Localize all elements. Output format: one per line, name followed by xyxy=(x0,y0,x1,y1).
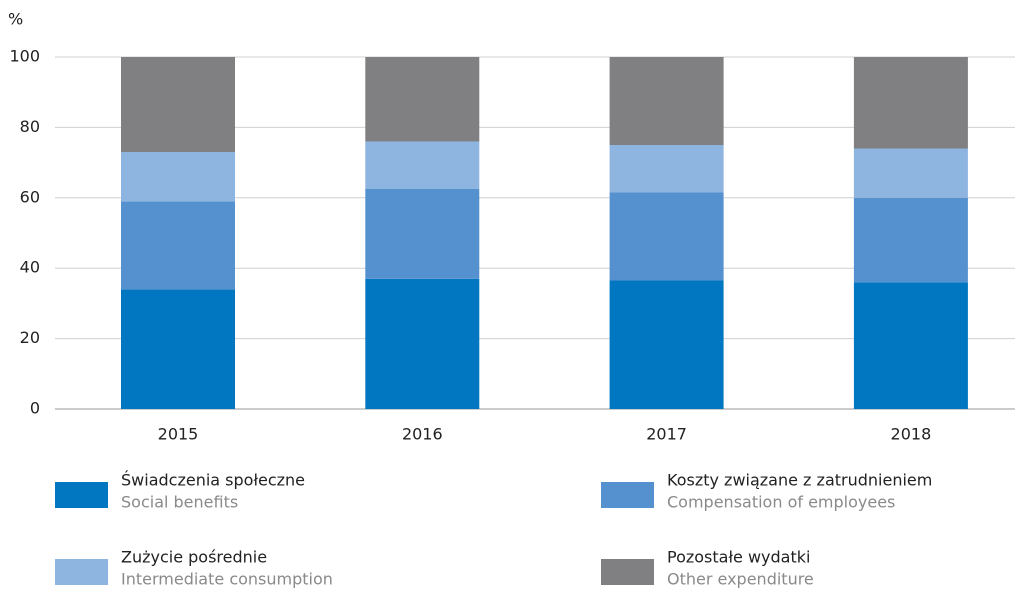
bar-segment xyxy=(609,280,724,409)
bar-segment xyxy=(121,57,235,153)
bar-segment xyxy=(609,145,724,193)
legend-label: Zużycie pośrednie xyxy=(121,548,267,567)
legend-swatch xyxy=(55,559,108,585)
legend-swatch xyxy=(601,482,654,508)
x-tick-label: 2015 xyxy=(158,425,199,444)
legend-label-en: Intermediate consumption xyxy=(121,570,333,589)
bar-segment xyxy=(121,152,235,202)
bar-segment xyxy=(853,57,968,149)
bar-segment xyxy=(853,197,968,283)
bar-segment xyxy=(365,189,480,279)
legend-label-en: Other expenditure xyxy=(667,570,814,589)
x-tick-label: 2016 xyxy=(402,425,443,444)
bar-segment xyxy=(853,282,968,409)
y-tick-label: 80 xyxy=(20,117,40,136)
legend-label: Świadczenia społeczne xyxy=(121,471,305,490)
y-tick-label: 40 xyxy=(20,258,40,277)
legend-label-en: Social benefits xyxy=(121,493,238,512)
legend-label: Pozostałe wydatki xyxy=(667,548,810,567)
bar-segment xyxy=(609,57,724,145)
x-tick-label: 2018 xyxy=(891,425,932,444)
bar-segment xyxy=(365,278,480,409)
y-axis-label: % xyxy=(8,10,23,29)
bar-segment xyxy=(609,192,724,281)
bar-segment xyxy=(365,141,480,189)
x-tick-label: 2017 xyxy=(646,425,687,444)
y-tick-label: 100 xyxy=(9,47,40,66)
legend-label: Koszty związane z zatrudnieniem xyxy=(667,471,932,490)
y-tick-label: 20 xyxy=(20,328,40,347)
bar-segment xyxy=(121,289,235,409)
y-tick-label: 60 xyxy=(20,187,40,206)
bar-segment xyxy=(853,148,968,198)
legend-swatch xyxy=(55,482,108,508)
y-tick-label: 0 xyxy=(30,399,40,418)
bar-segment xyxy=(365,57,480,142)
legend-swatch xyxy=(601,559,654,585)
legend-label-en: Compensation of employees xyxy=(667,493,895,512)
bar-segment xyxy=(121,201,235,290)
